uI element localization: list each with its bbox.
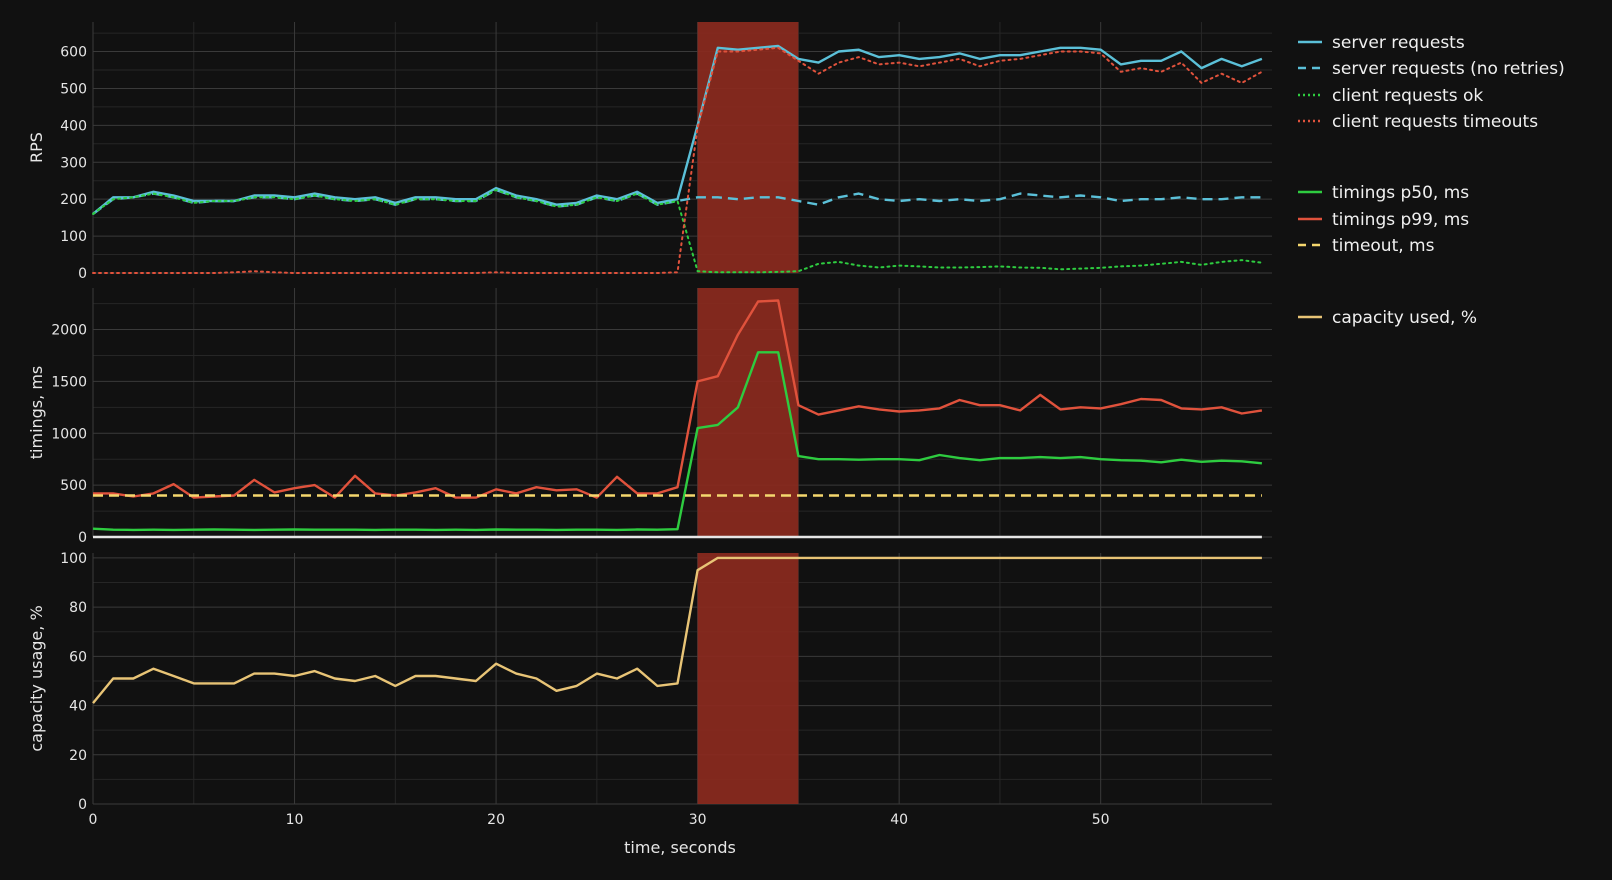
y-tick-label: 0 [78, 530, 87, 546]
y-tick-label: 60 [69, 649, 87, 665]
series-line-timings-1 [93, 299, 1263, 499]
y-tick-label: 500 [60, 81, 87, 97]
x-tick-label: 50 [1092, 812, 1110, 828]
y-tick-label: 100 [60, 551, 87, 567]
legend-label: server requests [1332, 33, 1465, 53]
legend-label: timings p50, ms [1332, 183, 1469, 203]
legend-label: client requests timeouts [1332, 112, 1538, 132]
series-line-rps-0 [92, 44, 1263, 215]
y-axis-title-rps: RPS [27, 132, 46, 163]
legend-label: timeout, ms [1332, 236, 1435, 256]
y-tick-label: 40 [69, 699, 87, 715]
y-tick-label: 0 [78, 266, 87, 282]
y-tick-label: 300 [60, 155, 87, 171]
y-tick-label: 200 [60, 192, 87, 208]
y-tick-label: 600 [60, 45, 87, 61]
y-tick-label: 0 [78, 797, 87, 813]
y-tick-label: 2000 [51, 323, 87, 339]
y-axis-title-timings: timings, ms [27, 366, 46, 459]
x-axis-title: time, seconds [624, 838, 736, 857]
y-tick-label: 100 [60, 229, 87, 245]
highlight-band [697, 553, 799, 804]
legend-label: client requests ok [1332, 86, 1483, 106]
y-tick-label: 20 [69, 748, 87, 764]
y-tick-label: 80 [69, 600, 87, 616]
y-axis-title-capacity: capacity usage, % [27, 605, 46, 751]
x-tick-label: 40 [890, 812, 908, 828]
y-tick-label: 400 [60, 118, 87, 134]
series-line-rps-2 [92, 188, 1263, 274]
series-line-timings-0 [92, 351, 1263, 532]
y-tick-label: 1500 [51, 374, 87, 390]
series-line-capacity-0 [92, 556, 1262, 704]
x-tick-label: 20 [487, 812, 505, 828]
x-tick-label: 10 [286, 812, 304, 828]
y-tick-label: 500 [60, 478, 87, 494]
series-line-rps-3 [92, 46, 1263, 274]
y-tick-label: 1000 [51, 426, 87, 442]
legend-label: timings p99, ms [1332, 210, 1469, 230]
legend-label: capacity used, % [1332, 308, 1477, 328]
highlight-band [697, 22, 799, 273]
x-tick-label: 0 [89, 812, 98, 828]
legend-label: server requests (no retries) [1332, 59, 1565, 79]
x-tick-label: 30 [689, 812, 707, 828]
series-line-rps-1 [92, 188, 1262, 215]
